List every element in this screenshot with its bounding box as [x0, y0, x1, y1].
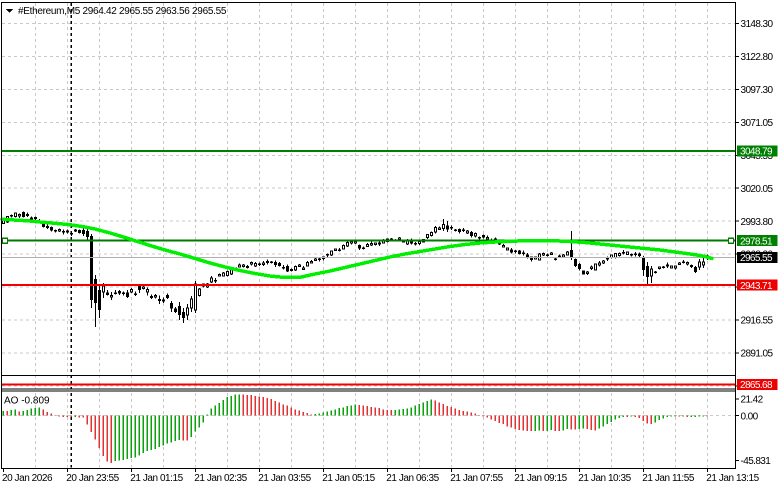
svg-text:2891.05: 2891.05	[741, 349, 774, 360]
svg-text:2916.55: 2916.55	[741, 316, 774, 327]
svg-text:21 Jan 07:55: 21 Jan 07:55	[450, 473, 503, 484]
svg-text:2865.68: 2865.68	[740, 380, 773, 391]
svg-text:21 Jan 09:15: 21 Jan 09:15	[514, 473, 567, 484]
svg-text:2943.71: 2943.71	[740, 281, 773, 292]
svg-text:21 Jan 11:55: 21 Jan 11:55	[642, 473, 695, 484]
svg-text:21 Jan 13:15: 21 Jan 13:15	[706, 473, 759, 484]
svg-text:3020.05: 3020.05	[741, 184, 774, 195]
svg-text:21 Jan 10:35: 21 Jan 10:35	[578, 473, 631, 484]
svg-text:#Ethereum,M5 2964.42 2965.55: #Ethereum,M5 2964.42 2965.55 2963.56 296…	[18, 6, 227, 17]
svg-text:0.00: 0.00	[741, 411, 759, 422]
svg-text:2993.80: 2993.80	[741, 217, 774, 228]
svg-text:3048.79: 3048.79	[740, 147, 773, 158]
svg-text:21 Jan 05:15: 21 Jan 05:15	[322, 473, 375, 484]
svg-text:20 Jan 2026: 20 Jan 2026	[2, 473, 53, 484]
svg-text:21 Jan 03:55: 21 Jan 03:55	[258, 473, 311, 484]
svg-text:3071.05: 3071.05	[741, 118, 774, 129]
svg-text:21 Jan 02:35: 21 Jan 02:35	[194, 473, 247, 484]
svg-text:3148.30: 3148.30	[741, 19, 774, 30]
svg-text:-45.831: -45.831	[741, 456, 772, 467]
svg-text:2965.55: 2965.55	[740, 253, 773, 264]
svg-text:3045.55: 3045.55	[741, 151, 774, 162]
svg-text:21 Jan 01:15: 21 Jan 01:15	[130, 473, 183, 484]
svg-text:21.42: 21.42	[741, 395, 764, 406]
svg-text:AO -0.809: AO -0.809	[4, 396, 50, 407]
svg-text:2978.51: 2978.51	[740, 237, 773, 248]
svg-text:3122.80: 3122.80	[741, 52, 774, 63]
svg-text:3097.30: 3097.30	[741, 85, 774, 96]
svg-text:21 Jan 06:35: 21 Jan 06:35	[386, 473, 439, 484]
svg-text:20 Jan 23:55: 20 Jan 23:55	[66, 473, 119, 484]
